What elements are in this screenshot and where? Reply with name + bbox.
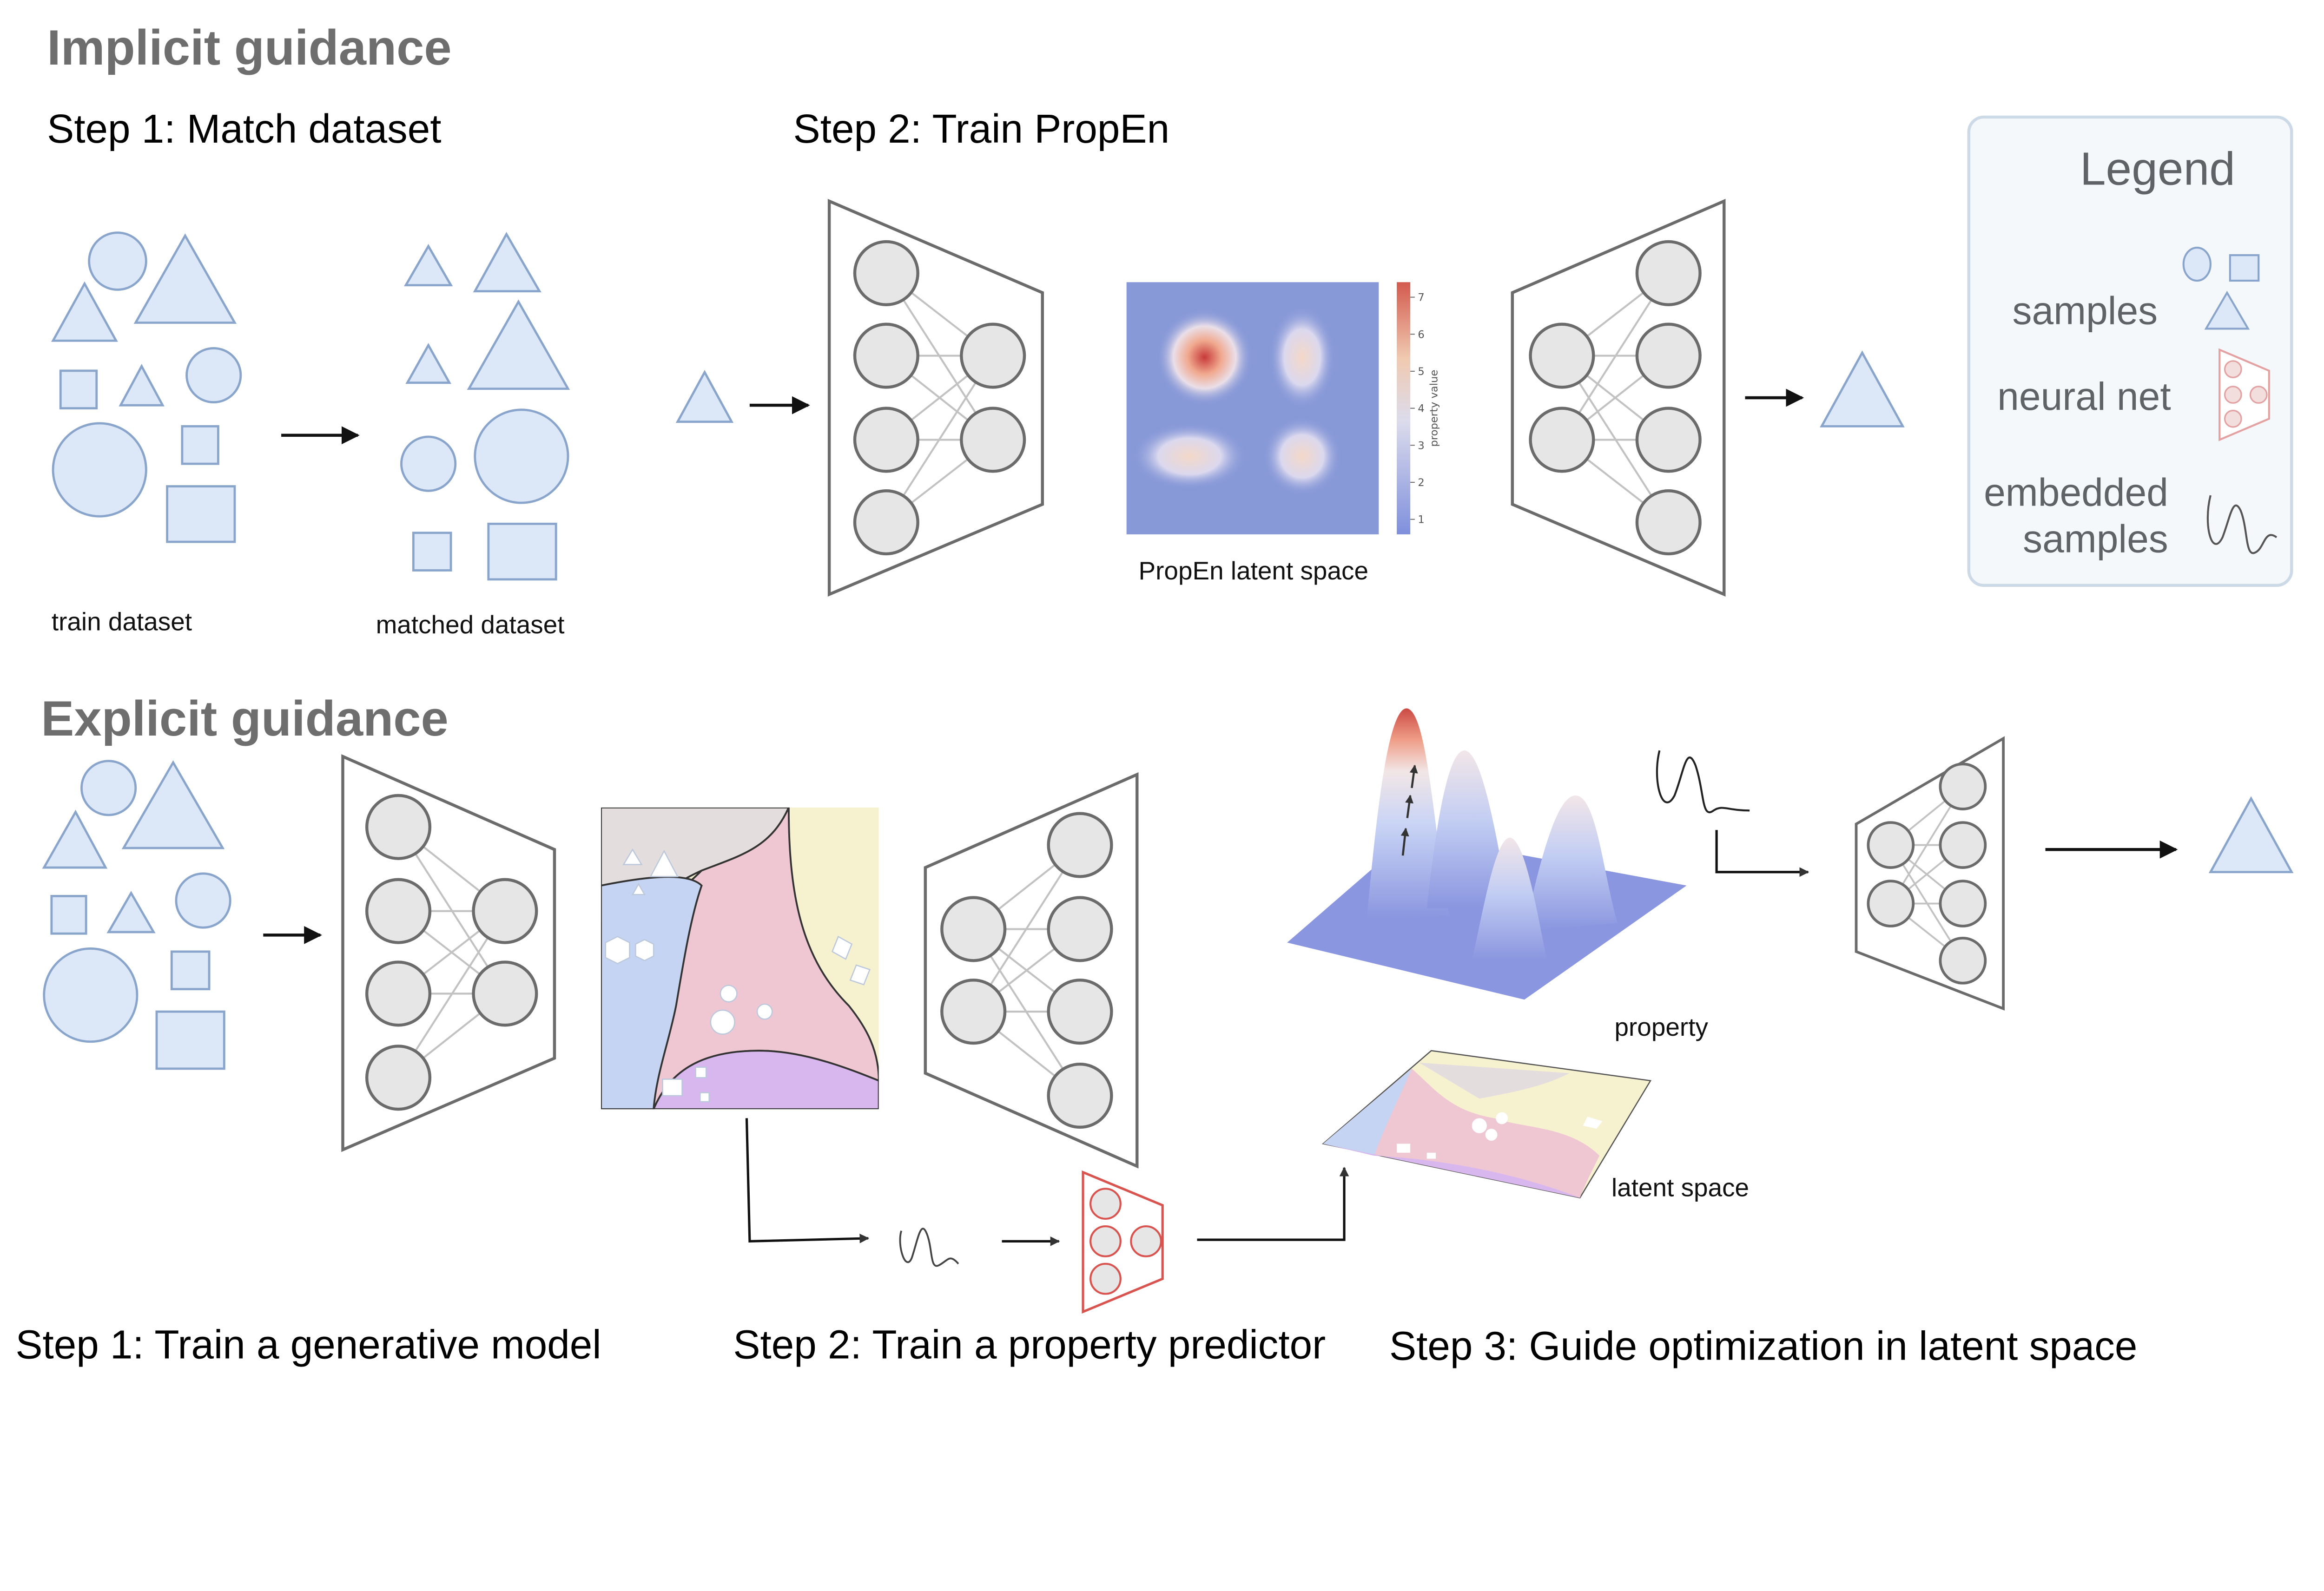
- triangle-shape: [133, 233, 237, 324]
- square-shape: [50, 895, 87, 935]
- triangle-shape: [121, 760, 225, 849]
- rectangle-shape: [155, 1010, 225, 1070]
- triangle-shape: [42, 809, 108, 869]
- heatmap-colorbar: 1 2 3 4 5 6 7 property value: [1397, 282, 1440, 534]
- legend-embedded-label-line2: samples: [2023, 517, 2168, 561]
- colorbar-tick-label: 4: [1418, 403, 1424, 415]
- wave-to-decoder-arrow: [1715, 830, 1809, 877]
- explicit-step2-label: Step 2: Train a property predictor: [733, 1322, 1326, 1367]
- propen-decoder-network: [1511, 198, 1726, 597]
- property-surface-3d: [1287, 708, 1687, 1000]
- property-caption: property: [1614, 1012, 1708, 1041]
- triangle-shape: [467, 299, 570, 390]
- legend-samples-label: samples: [2012, 289, 2158, 333]
- train-dataset-shapes: [51, 231, 242, 543]
- circle-shape: [80, 760, 137, 816]
- circle-shape: [400, 435, 457, 492]
- square-shape: [181, 425, 219, 465]
- circle-shape: [185, 347, 242, 404]
- triangle-shape: [119, 364, 165, 407]
- circle-shape: [43, 947, 139, 1043]
- circle-shape: [52, 422, 147, 518]
- square-shape: [59, 369, 98, 410]
- train-dataset-caption: train dataset: [52, 607, 192, 636]
- triangle-shape: [405, 342, 451, 384]
- propen-latent-caption: PropEn latent space: [1139, 556, 1368, 585]
- colorbar-tick-label: 1: [1418, 514, 1424, 526]
- predictor-to-latent-arrow: [1197, 1167, 1349, 1241]
- triangle-shape: [403, 243, 453, 287]
- colorbar-tick-label: 6: [1418, 329, 1424, 341]
- generative-encoder-network: [341, 754, 556, 1152]
- implicit-step1-label: Step 1: Match dataset: [47, 106, 441, 151]
- circle-shape: [474, 408, 569, 504]
- optimized-embedding-wave: [1656, 750, 1750, 814]
- final-output-triangle: [2208, 796, 2294, 874]
- final-decoder-network: [1855, 736, 2005, 1011]
- colorbar-tick-label: 5: [1418, 366, 1424, 378]
- propen-encoder-network: [827, 198, 1044, 597]
- triangle-shape: [473, 231, 541, 293]
- rectangle-shape: [487, 522, 557, 581]
- legend-box: Legend samples neural net embedded sampl…: [1967, 115, 2293, 587]
- matched-dataset-shapes: [400, 231, 570, 581]
- explicit-step1-label: Step 1: Train a generative model: [15, 1322, 601, 1367]
- implicit-guidance-title: Implicit guidance: [47, 20, 452, 75]
- output-triangle: [1820, 350, 1905, 427]
- generative-decoder-network: [924, 772, 1139, 1169]
- legend-embedded-label-line1: embedded: [1984, 471, 2168, 514]
- triangle-shape: [51, 281, 118, 342]
- legend-title: Legend: [2080, 143, 2235, 195]
- input-triangle: [675, 370, 734, 423]
- legend-samples-icon: [2182, 246, 2260, 330]
- explicit-dataset-shapes: [42, 760, 231, 1070]
- legend-embedded-icon: [2206, 495, 2278, 554]
- colorbar-tick-label: 3: [1418, 440, 1424, 452]
- circle-shape: [175, 872, 231, 929]
- explicit-guidance-title: Explicit guidance: [41, 691, 449, 746]
- square-shape: [170, 950, 211, 991]
- latent-region-map: [601, 807, 879, 1110]
- colorbar-label: property value: [1428, 370, 1440, 447]
- latent-space-plane: [1322, 1050, 1652, 1199]
- colorbar-tick-label: 2: [1418, 477, 1424, 489]
- propen-latent-heatmap: [1126, 282, 1379, 534]
- colorbar-tick-label: 7: [1418, 292, 1424, 304]
- matched-dataset-caption: matched dataset: [376, 610, 565, 639]
- circle-shape: [88, 231, 147, 291]
- embedded-sample-wave: [899, 1228, 959, 1267]
- triangle-shape: [106, 891, 156, 934]
- explicit-step3-label: Step 3: Guide optimization in latent spa…: [1389, 1324, 2137, 1369]
- legend-neural-net-icon: [2218, 348, 2270, 441]
- square-shape: [412, 532, 452, 572]
- legend-neural-net-label: neural net: [1997, 375, 2171, 418]
- rectangle-shape: [166, 485, 236, 543]
- implicit-step2-label: Step 2: Train PropEn: [793, 106, 1170, 151]
- latent-space-caption: latent space: [1611, 1173, 1749, 1202]
- map-to-embedding-arrow: [745, 1118, 870, 1243]
- property-predictor-network: [1082, 1170, 1164, 1314]
